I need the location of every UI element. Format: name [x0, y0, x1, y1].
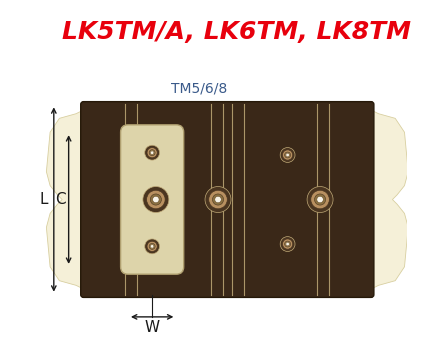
Circle shape — [282, 150, 292, 160]
Circle shape — [149, 243, 155, 249]
Circle shape — [285, 243, 289, 246]
Circle shape — [152, 196, 159, 203]
Circle shape — [205, 186, 230, 213]
Circle shape — [284, 241, 290, 247]
Circle shape — [282, 239, 292, 249]
Circle shape — [147, 148, 157, 158]
Circle shape — [145, 145, 159, 160]
Circle shape — [145, 239, 159, 254]
Circle shape — [214, 196, 221, 203]
Circle shape — [147, 241, 157, 252]
Text: LK5TM/A, LK6TM, LK8TM: LK5TM/A, LK6TM, LK8TM — [62, 20, 410, 44]
Polygon shape — [368, 109, 407, 290]
Circle shape — [149, 150, 155, 156]
Circle shape — [208, 190, 227, 209]
Circle shape — [284, 152, 290, 158]
Text: TM5/6/8: TM5/6/8 — [171, 81, 227, 95]
Circle shape — [146, 190, 165, 209]
Circle shape — [285, 153, 289, 157]
Circle shape — [316, 196, 322, 203]
Circle shape — [279, 148, 294, 162]
Circle shape — [150, 151, 153, 154]
FancyBboxPatch shape — [81, 102, 373, 297]
Circle shape — [212, 194, 223, 205]
Circle shape — [142, 186, 169, 213]
Text: C: C — [55, 192, 66, 207]
Text: L: L — [40, 192, 48, 207]
Circle shape — [307, 186, 332, 213]
Text: W: W — [144, 320, 159, 335]
Circle shape — [279, 237, 294, 252]
Circle shape — [150, 194, 161, 205]
Circle shape — [150, 245, 153, 248]
Circle shape — [310, 190, 328, 209]
Circle shape — [314, 194, 325, 205]
Polygon shape — [46, 109, 85, 290]
FancyBboxPatch shape — [120, 125, 183, 274]
